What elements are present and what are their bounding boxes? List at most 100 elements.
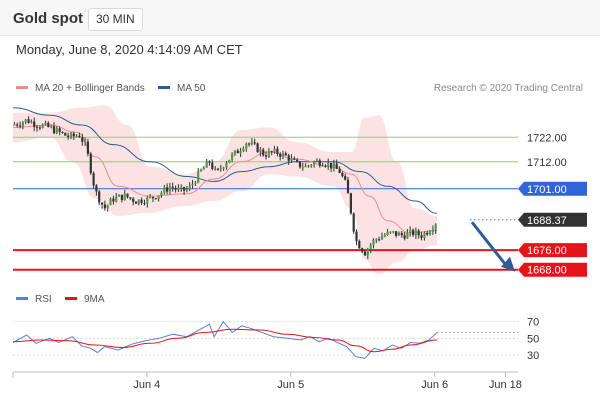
candle-body xyxy=(72,133,75,137)
level-tag-1676.00-bg xyxy=(518,243,587,258)
rsi-panel: RSI 9MA 70 50 30 xyxy=(12,294,539,362)
candle-body xyxy=(126,193,129,198)
candle-body xyxy=(358,241,361,249)
candle-body xyxy=(321,165,324,167)
ma20-line xyxy=(12,124,438,234)
candle-body xyxy=(211,162,214,169)
level-tag-1722.00: 1722.00 xyxy=(527,132,567,144)
candle-body xyxy=(250,142,253,144)
candle-body xyxy=(355,231,358,242)
candle-body xyxy=(27,119,30,123)
candle-body xyxy=(256,143,259,153)
legend-swatch-9ma xyxy=(65,297,77,300)
candle-body xyxy=(276,148,279,154)
legend-label-9ma: 9MA xyxy=(84,294,105,305)
candle-body xyxy=(239,151,242,154)
timestamp: Monday, June 8, 2020 4:14:09 AM CET xyxy=(16,42,243,57)
candle-body xyxy=(92,173,95,186)
candle-body xyxy=(177,188,180,190)
candle-body xyxy=(47,122,50,127)
candle-body xyxy=(35,126,39,128)
candle-body xyxy=(180,187,183,189)
last-price-tag-bg xyxy=(518,212,587,227)
candle-body xyxy=(219,168,222,170)
candle-body xyxy=(369,245,372,250)
candle-body xyxy=(431,229,434,233)
candle-body xyxy=(375,239,378,241)
candle-body xyxy=(50,126,53,128)
candle-body xyxy=(115,196,118,202)
x-tick-label: Jun 4 xyxy=(133,379,160,391)
bollinger-band-fill xyxy=(13,105,438,275)
candle-body xyxy=(392,231,395,233)
candle-body xyxy=(95,185,98,192)
candle-body xyxy=(318,160,321,166)
x-axis: Jun 4 Jun 5 Jun 6 Jun 18 xyxy=(12,371,522,391)
candle-body xyxy=(426,232,429,235)
candle-body xyxy=(202,167,205,170)
candle-body xyxy=(293,158,296,160)
candle-body xyxy=(270,151,273,153)
candle-body xyxy=(400,232,403,236)
candle-body xyxy=(296,159,299,162)
candle-body xyxy=(301,167,304,169)
candle-body xyxy=(101,202,104,205)
candle-body xyxy=(13,124,16,126)
candle-body xyxy=(412,229,415,236)
candle-body xyxy=(361,248,364,252)
candle-body xyxy=(338,168,341,173)
candle-body xyxy=(307,165,310,167)
candle-body xyxy=(41,124,44,128)
candle-body xyxy=(30,121,33,123)
candle-body xyxy=(264,155,268,157)
candle-body xyxy=(233,150,236,155)
forecast-arrow-shaft xyxy=(470,221,510,269)
candles xyxy=(13,116,437,260)
candle-body xyxy=(58,128,61,132)
candle-body xyxy=(16,124,19,126)
candle-body xyxy=(64,132,67,136)
timeframe-button[interactable]: 30 MIN xyxy=(88,8,143,31)
candle-body xyxy=(67,135,70,138)
candle-body xyxy=(21,122,24,126)
candle-body xyxy=(409,229,412,233)
indicator-lines xyxy=(12,107,438,234)
candle-body xyxy=(38,127,41,129)
last-price-tag: 1688.37 xyxy=(527,215,567,227)
candle-body xyxy=(324,165,327,167)
candle-body xyxy=(406,232,409,239)
candle-body xyxy=(403,235,406,239)
legend-swatch-ma50 xyxy=(158,86,170,89)
candle-body xyxy=(52,126,56,134)
level-tag-1701.00: 1701.00 xyxy=(527,184,567,196)
candle-body xyxy=(315,160,318,162)
x-tick-label: Jun 5 xyxy=(277,379,304,391)
candle-body xyxy=(366,249,369,256)
candle-body xyxy=(245,143,248,149)
candle-body xyxy=(389,231,392,233)
rsi-tick-70: 70 xyxy=(527,317,539,329)
candle-body xyxy=(386,232,389,235)
candle-body xyxy=(225,162,228,168)
candle-body xyxy=(81,137,84,142)
candle-body xyxy=(341,172,344,177)
ma50-line xyxy=(12,107,438,214)
price-levels xyxy=(13,136,518,271)
candle-body xyxy=(69,133,73,138)
candle-body xyxy=(242,148,245,151)
legend-swatch-rsi xyxy=(16,297,28,300)
candle-body xyxy=(380,236,384,240)
candle-body xyxy=(89,153,92,174)
x-tick-label: Jun 6 xyxy=(421,379,448,391)
level-tag-1712.00: 1712.00 xyxy=(527,157,567,169)
candle-body xyxy=(267,151,270,157)
candle-body xyxy=(98,191,101,203)
candle-body xyxy=(157,195,160,199)
rsi-ma9-line xyxy=(12,328,438,353)
candle-body xyxy=(284,153,287,156)
candle-body xyxy=(134,201,138,204)
legend-swatch-ma20 xyxy=(16,86,28,89)
candle-body xyxy=(174,187,177,190)
candle-body xyxy=(330,162,333,169)
